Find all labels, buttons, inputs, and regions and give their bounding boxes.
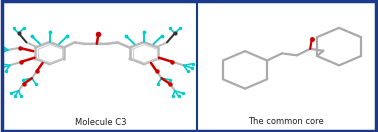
Text: Molecule C3: Molecule C3 [75,118,127,127]
Text: The common core: The common core [248,117,324,126]
